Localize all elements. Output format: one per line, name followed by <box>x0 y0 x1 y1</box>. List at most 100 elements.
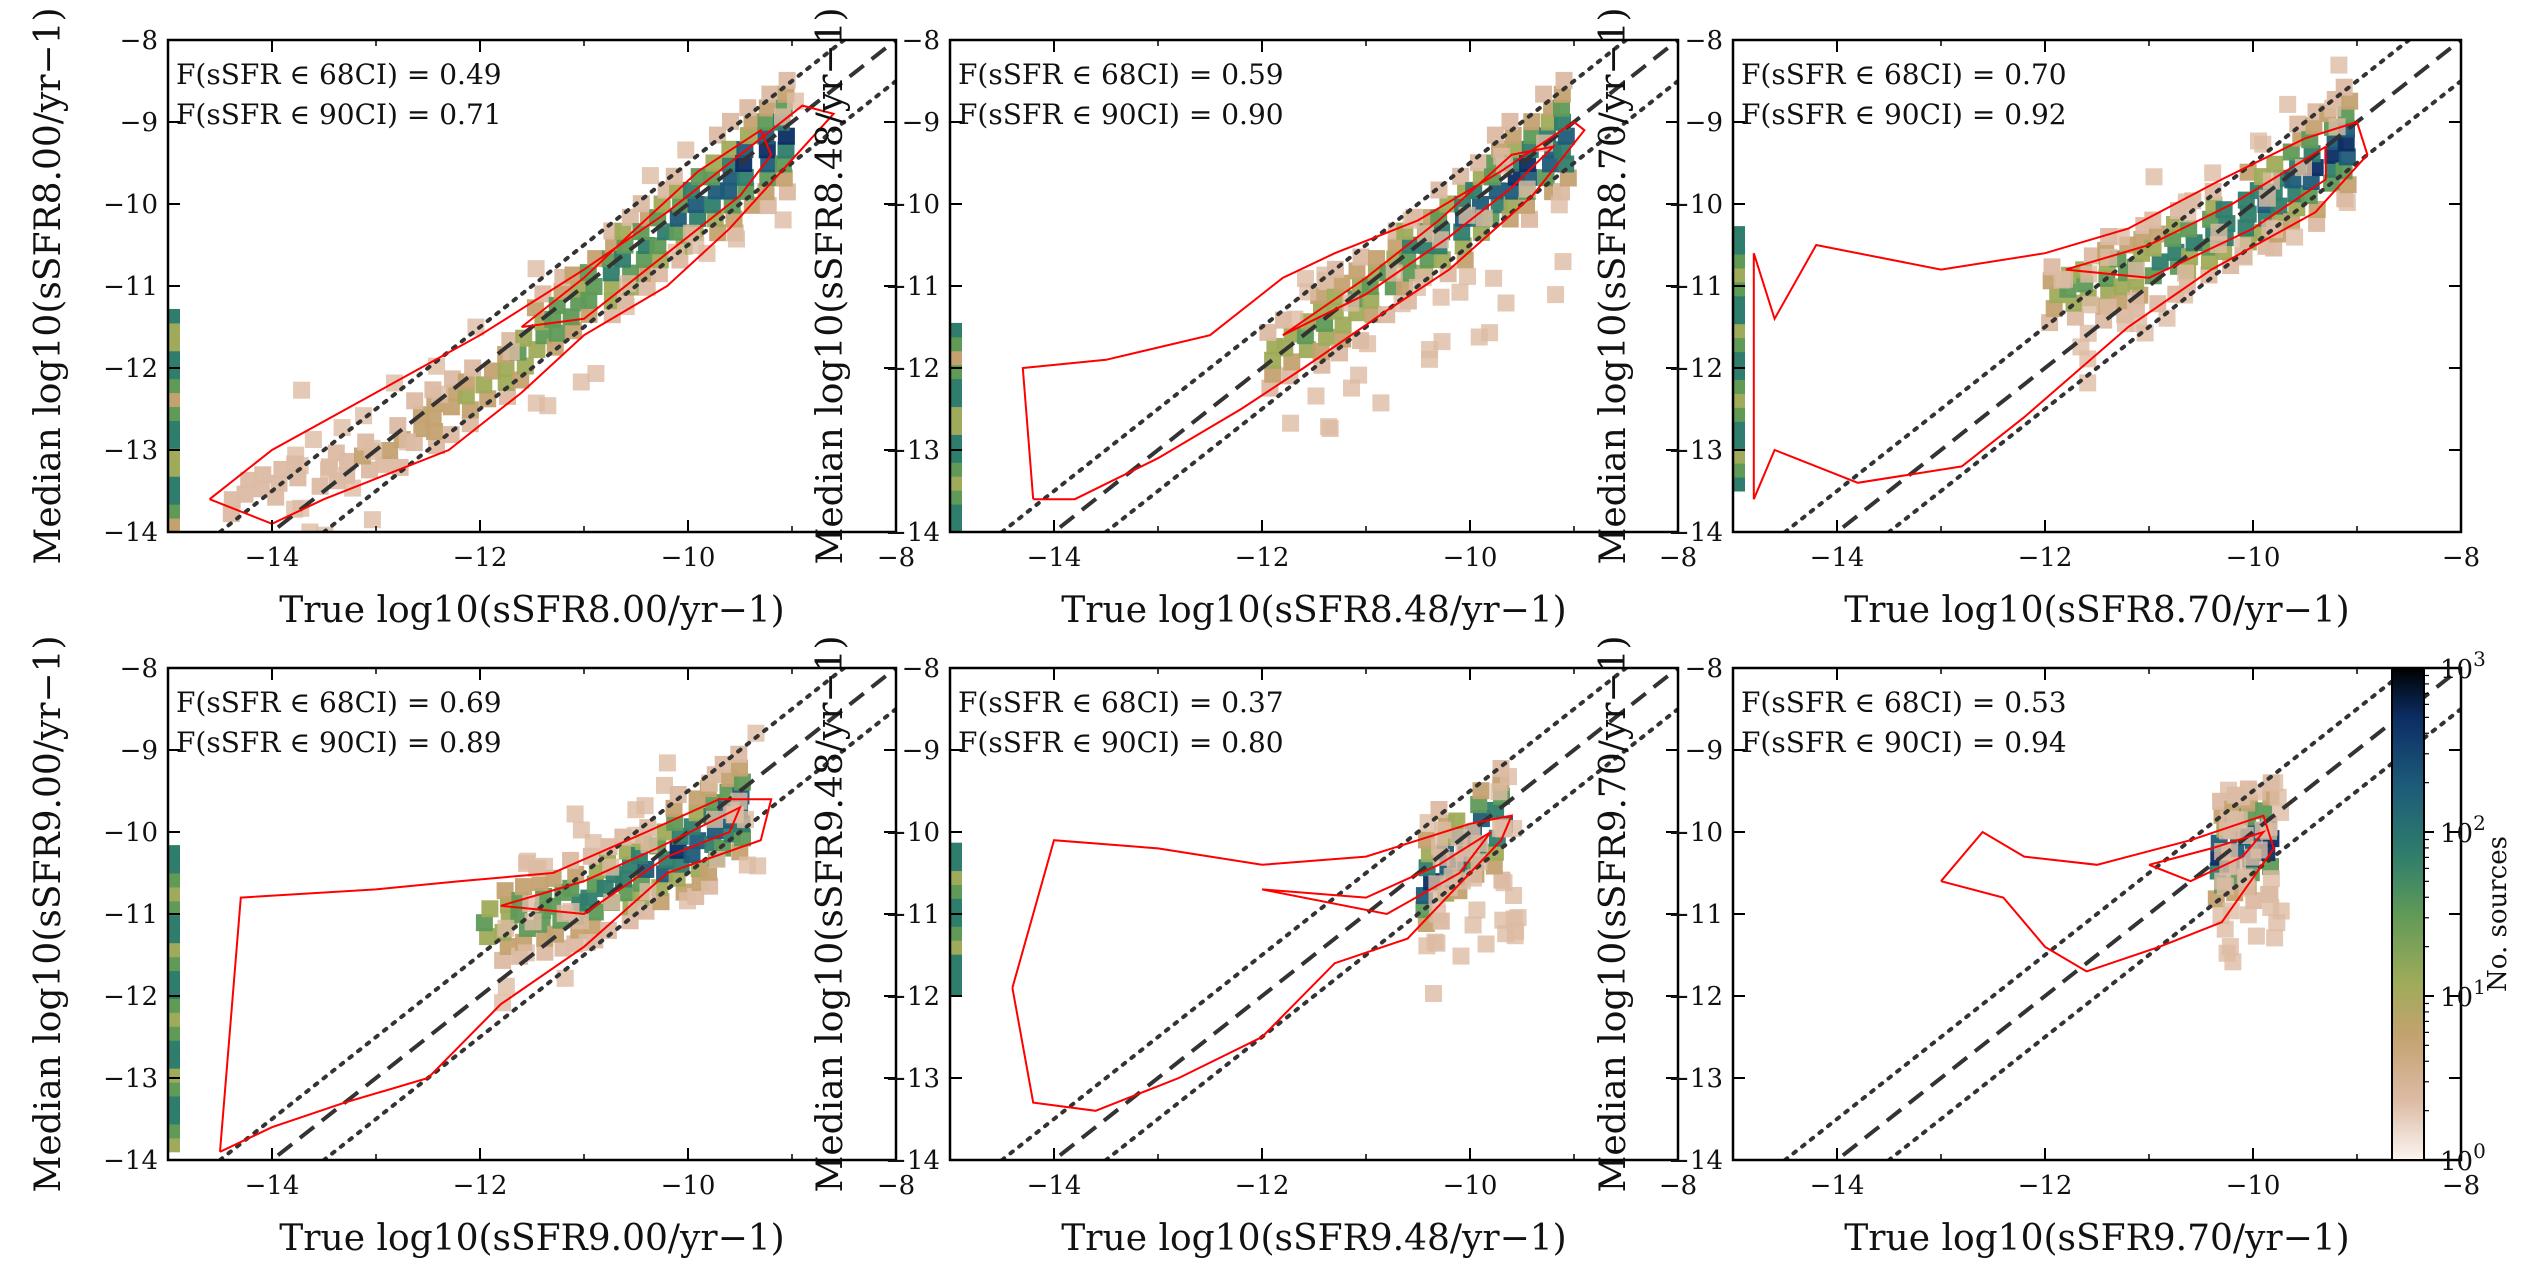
heatmap-cell <box>1313 356 1331 374</box>
side-strip-cell <box>168 504 180 519</box>
heatmap-cell <box>602 264 620 282</box>
side-strip-cell <box>168 420 180 435</box>
side-strip-cell <box>950 420 962 435</box>
heatmap-cell <box>497 360 515 377</box>
heatmap-cell <box>398 433 416 451</box>
side-strip-cell <box>1733 365 1745 380</box>
heatmap-cell <box>2244 848 2262 866</box>
heatmap-cell <box>1283 325 1301 343</box>
heatmap-cell <box>2145 168 2163 186</box>
heatmap-cell <box>311 477 329 495</box>
heatmap-cell <box>650 265 668 283</box>
heatmap-cell <box>424 409 442 427</box>
heatmap-cell <box>479 390 497 408</box>
side-strip-cell <box>168 392 180 408</box>
y-axis-label: Median log10(sSFR9.48/yr−1) <box>810 635 851 1192</box>
x-tick-label: −8 <box>877 543 915 573</box>
heatmap-cell <box>1486 126 1504 144</box>
heatmap-cell <box>1425 985 1442 1002</box>
f90-annotation: F(sSFR ∈ 90CI) = 0.89 <box>176 726 502 759</box>
heatmap-cell <box>1348 262 1366 280</box>
heatmap-cell <box>580 291 598 309</box>
panel-9.48: −14 −12 −10 −8−14−13−12−11−10−9−8F(sSFR ∈ 6… <box>810 635 1697 1259</box>
heatmap-cell <box>614 250 631 268</box>
heatmap-cell <box>1333 274 1351 292</box>
side-strip-cell <box>950 392 962 408</box>
contour-68 <box>520 128 773 328</box>
heatmap-cell <box>2328 118 2346 136</box>
heatmap-cell <box>1504 126 1522 144</box>
heatmap-cells <box>950 760 1527 1002</box>
contour-90 <box>1752 120 2369 500</box>
heatmap-cell <box>617 298 635 316</box>
heatmap-cell <box>1352 248 1370 266</box>
contour-68 <box>2148 830 2267 883</box>
y-tick-label: −10 <box>885 818 940 848</box>
heatmap-cell <box>1312 342 1330 360</box>
heatmap-cell <box>730 745 748 763</box>
heatmap-cell <box>649 237 667 255</box>
heatmap-cell <box>566 805 584 823</box>
heatmap-cell <box>2265 239 2283 257</box>
heatmap-cell <box>2116 315 2134 333</box>
heatmap-cell <box>687 196 705 213</box>
side-strip-cell <box>168 845 180 860</box>
heatmap-cell <box>700 863 718 881</box>
lower-offset-line <box>1102 79 1678 532</box>
y-tick-label: −14 <box>1668 1146 1723 1176</box>
heatmap-cell <box>627 801 645 819</box>
heatmap-cell <box>2045 300 2063 318</box>
heatmap-cell <box>1493 818 1511 836</box>
heatmap-cell <box>706 210 724 228</box>
heatmap-cell <box>641 167 659 185</box>
heatmap-cell <box>1455 844 1473 862</box>
y-tick-label: −10 <box>885 190 940 220</box>
heatmap-cell <box>497 977 515 995</box>
heatmap-cell <box>1453 223 1471 241</box>
x-tick-label: −14 <box>1027 543 1082 573</box>
heatmap-cell <box>1521 210 1538 228</box>
one-to-one-line <box>1833 40 2461 532</box>
heatmap-cell <box>2113 278 2131 296</box>
heatmap-cell <box>730 792 748 810</box>
heatmap-cell <box>761 85 779 103</box>
x-tick-label: −8 <box>1659 543 1697 573</box>
heatmap-cell <box>1387 236 1405 254</box>
heatmap-cell <box>677 141 695 159</box>
side-strip-cell <box>1733 449 1745 464</box>
reference-lines <box>1781 40 2461 532</box>
y-tick-label: −9 <box>120 108 158 138</box>
heatmap-cell <box>2177 264 2194 282</box>
heatmap-cell <box>658 754 676 772</box>
lower-offset-line <box>1885 707 2461 1160</box>
heatmap-cell <box>1475 209 1493 227</box>
side-strip-cell <box>168 1068 180 1083</box>
side-strip-cell <box>950 364 962 380</box>
heatmap-cell <box>562 851 580 869</box>
y-tick-label: −10 <box>1668 190 1723 220</box>
heatmap-cell <box>1350 366 1368 384</box>
side-strip-cell <box>1733 295 1745 311</box>
heatmap-cell <box>2144 211 2162 229</box>
heatmap-cell <box>1298 341 1316 359</box>
heatmap-cell <box>515 878 532 896</box>
side-strip-cell <box>950 884 962 899</box>
heatmap-cell <box>709 126 726 144</box>
heatmap-cell <box>1451 283 1469 301</box>
side-strip-cell <box>168 462 180 477</box>
colorbar-tick-label: 102 <box>2440 811 2486 849</box>
heatmap-cell <box>632 195 650 213</box>
panel-9.70: −14 −12 −10 −8−14−13−12−11−10−9−8F(sSFR ∈ 6… <box>1593 635 2480 1259</box>
heatmap-cell <box>1400 264 1418 282</box>
side-strip-cell <box>168 1054 180 1069</box>
heatmap-cells <box>168 724 767 1153</box>
heatmap-cell <box>2335 78 2353 96</box>
y-tick-label: −13 <box>1668 436 1723 466</box>
heatmap-cell <box>656 776 673 794</box>
heatmap-cell <box>668 869 686 887</box>
side-strip-cell <box>950 476 962 491</box>
heatmap-cell <box>1547 286 1565 304</box>
y-tick-label: −13 <box>103 436 158 466</box>
x-tick-label: −12 <box>453 1171 508 1201</box>
heatmap-cell <box>496 882 514 900</box>
